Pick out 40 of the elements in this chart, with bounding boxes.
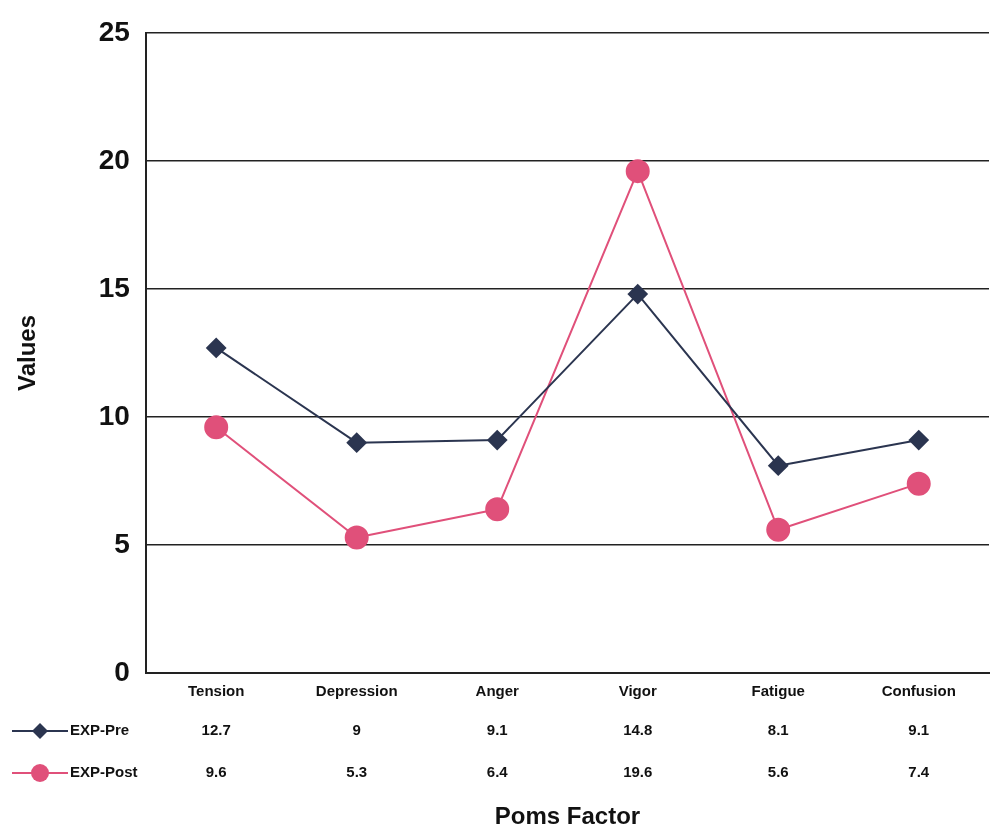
point (908, 430, 929, 451)
y-tick-label: 10 (98, 399, 130, 431)
x-tick-label: Depression (315, 682, 398, 700)
data-label: 9.1 (908, 721, 930, 739)
x-tick-label: Fatigue (751, 682, 805, 700)
data-label: 8.1 (767, 721, 789, 739)
point (485, 497, 510, 522)
point (625, 159, 650, 184)
data-label: 12.7 (201, 721, 231, 739)
y-tick-label: 5 (114, 527, 130, 559)
point (768, 455, 789, 476)
data-label: 6.4 (486, 763, 509, 781)
point (206, 337, 227, 358)
point (627, 284, 648, 305)
data-label: 14.8 (623, 721, 653, 739)
data-label: 19.6 (623, 763, 653, 781)
data-label: 5.3 (346, 763, 368, 781)
y-tick-label: 25 (98, 15, 130, 47)
data-label: 9.1 (486, 721, 508, 739)
point (204, 415, 229, 440)
point (346, 432, 367, 453)
x-tick-label: Anger (475, 682, 520, 700)
x-tick-label: Tension (188, 682, 245, 700)
data-label: 9.6 (205, 763, 227, 781)
legend-label: EXP-Pre (70, 721, 130, 739)
data-label: 7.4 (908, 763, 930, 781)
y-axis-title: Values (13, 314, 41, 392)
point (906, 471, 931, 496)
y-tick-label: 20 (98, 143, 130, 175)
point (344, 525, 369, 550)
point (487, 430, 508, 451)
x-tick-label: Confusion (881, 682, 956, 700)
data-label: 5.6 (767, 763, 789, 781)
x-axis-title: Poms Factor (494, 802, 641, 830)
legend-label: EXP-Post (70, 763, 138, 781)
x-tick-label: Vigor (618, 682, 657, 700)
y-tick-label: 15 (98, 271, 130, 303)
data-label: 9 (352, 721, 361, 739)
point (766, 517, 791, 542)
y-tick-label: 0 (114, 655, 130, 687)
